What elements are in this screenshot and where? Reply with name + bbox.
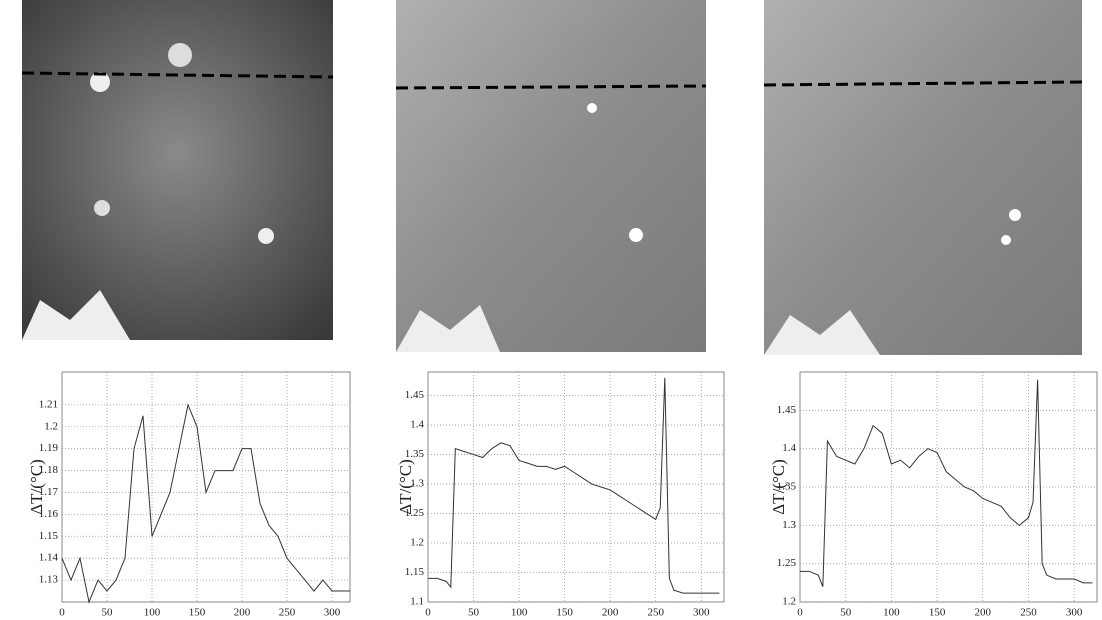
y-tick-label: 1.3 xyxy=(782,519,796,531)
plot-frame xyxy=(61,371,351,603)
x-tick-label: 250 xyxy=(279,607,296,619)
x-tick-label: 100 xyxy=(883,607,900,619)
x-tick-label: 150 xyxy=(556,607,573,619)
x-tick-label: 0 xyxy=(59,607,65,619)
data-line xyxy=(61,403,350,604)
y-tick-label: 1.45 xyxy=(777,404,797,416)
line-chart: 1.1 1.15 1.2 1.25 1.3 1.35 1.4 1.45 0 50 100 150 200… xyxy=(396,371,725,619)
thermal-image xyxy=(395,0,707,352)
x-tick-label: 0 xyxy=(797,607,803,619)
x-tick-label: 300 xyxy=(693,607,710,619)
y-tick-label: 1.25 xyxy=(777,557,797,569)
x-tick-label: 50 xyxy=(468,607,480,619)
y-tick-label: 1.13 xyxy=(39,574,59,586)
y-tick-label: 1.25 xyxy=(405,507,425,519)
y-tick-label: 1.21 xyxy=(39,398,58,410)
x-tick-label: 200 xyxy=(602,607,619,619)
x-tick-label: 50 xyxy=(102,607,114,619)
y-tick-label: 1.15 xyxy=(405,566,425,578)
thermal-image xyxy=(763,0,1083,355)
x-tick-label: 0 xyxy=(425,607,431,619)
y-axis-label: ΔT/(°C) xyxy=(769,459,788,515)
data-line xyxy=(800,379,1093,587)
x-tick-label: 300 xyxy=(1066,607,1083,619)
y-tick-label: 1.35 xyxy=(777,481,797,493)
y-tick-label: 1.16 xyxy=(39,508,59,520)
data-line xyxy=(428,377,720,594)
x-tick-label: 100 xyxy=(144,607,161,619)
y-tick-label: 1.3 xyxy=(410,478,424,490)
y-tick-label: 1.14 xyxy=(39,552,59,564)
x-tick-label: 300 xyxy=(324,607,341,619)
thermal-image xyxy=(21,0,334,340)
y-axis-label: ΔT/(°C) xyxy=(396,459,415,515)
x-tick-label: 150 xyxy=(189,607,206,619)
x-tick-label: 250 xyxy=(647,607,664,619)
y-tick-label: 1.19 xyxy=(39,442,59,454)
plot-frame xyxy=(427,371,725,603)
y-tick-label: 1.2 xyxy=(410,537,424,549)
y-tick-label: 1.45 xyxy=(405,389,425,401)
y-tick-label: 1.35 xyxy=(405,448,425,460)
y-tick-label: 1.1 xyxy=(410,596,424,608)
y-tick-label: 1.2 xyxy=(782,596,796,608)
x-tick-label: 100 xyxy=(511,607,528,619)
y-tick-label: 1.17 xyxy=(39,486,59,498)
y-axis-label: ΔT/(°C) xyxy=(27,459,46,515)
line-chart: 1.13 1.14 1.15 1.16 1.17 1.18 1.19 1.2 1.21 0 50 10… xyxy=(27,371,351,619)
y-tick-label: 1.4 xyxy=(410,419,424,431)
y-tick-label: 1.2 xyxy=(44,420,58,432)
x-tick-label: 50 xyxy=(840,607,852,619)
x-tick-label: 150 xyxy=(929,607,946,619)
line-chart: 1.2 1.25 1.3 1.35 1.4 1.45 0 50 100 150 200 250 300 Δ… xyxy=(769,371,1098,619)
x-tick-label: 200 xyxy=(975,607,992,619)
x-tick-label: 200 xyxy=(234,607,251,619)
y-tick-label: 1.15 xyxy=(39,530,59,542)
y-tick-label: 1.18 xyxy=(39,464,59,476)
x-tick-label: 250 xyxy=(1020,607,1037,619)
y-tick-label: 1.4 xyxy=(782,442,796,454)
